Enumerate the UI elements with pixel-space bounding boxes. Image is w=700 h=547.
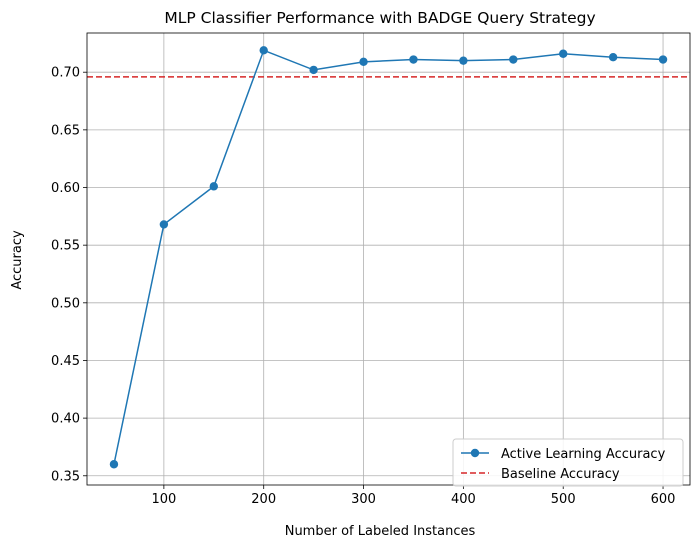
data-point (608, 53, 618, 62)
x-tick-label: 600 (651, 492, 676, 507)
y-tick-label: 0.55 (51, 239, 80, 254)
x-ticks: 100 200 300 400 500 600 (151, 485, 675, 507)
data-point (409, 55, 418, 64)
y-tick-label: 0.40 (51, 412, 80, 427)
data-point (509, 55, 518, 64)
y-tick-label: 0.65 (51, 123, 80, 138)
legend-box (452, 438, 684, 487)
chart-title: MLP Classifier Performance with BADGE Qu… (164, 9, 595, 27)
data-point (259, 46, 268, 55)
data-point (209, 182, 218, 191)
legend-swatch-marker-active (470, 448, 480, 458)
y-axis-label: Accuracy (10, 230, 25, 290)
data-point (359, 57, 368, 67)
series-group (109, 46, 668, 469)
x-tick-label: 100 (151, 492, 176, 507)
y-tick-label: 0.70 (51, 66, 80, 81)
x-tick-label: 400 (451, 492, 476, 507)
data-point (109, 460, 119, 469)
x-tick-label: 300 (351, 492, 376, 507)
y-ticks: 0.35 0.40 0.45 0.50 0.55 0.60 0.65 0.70 (51, 66, 87, 484)
legend-label-active: Active Learning Accuracy (501, 447, 666, 462)
y-tick-label: 0.50 (51, 296, 80, 311)
legend-label-baseline: Baseline Accuracy (501, 467, 620, 482)
data-point (459, 56, 468, 65)
y-tick-label: 0.60 (51, 181, 80, 196)
x-tick-label: 200 (251, 492, 276, 507)
legend: Active Learning Accuracy Baseline Accurac… (452, 438, 684, 487)
series-line-active-learning (113, 49, 664, 465)
y-tick-label: 0.45 (51, 354, 80, 369)
x-axis-label: Number of Labeled Instances (285, 524, 476, 539)
grid (87, 33, 690, 485)
y-tick-label: 0.35 (51, 469, 80, 484)
x-tick-label: 500 (551, 492, 576, 507)
data-point (309, 65, 318, 75)
plot-frame (86, 32, 691, 486)
data-point (559, 49, 568, 58)
data-point (658, 55, 668, 64)
data-point (159, 220, 169, 229)
